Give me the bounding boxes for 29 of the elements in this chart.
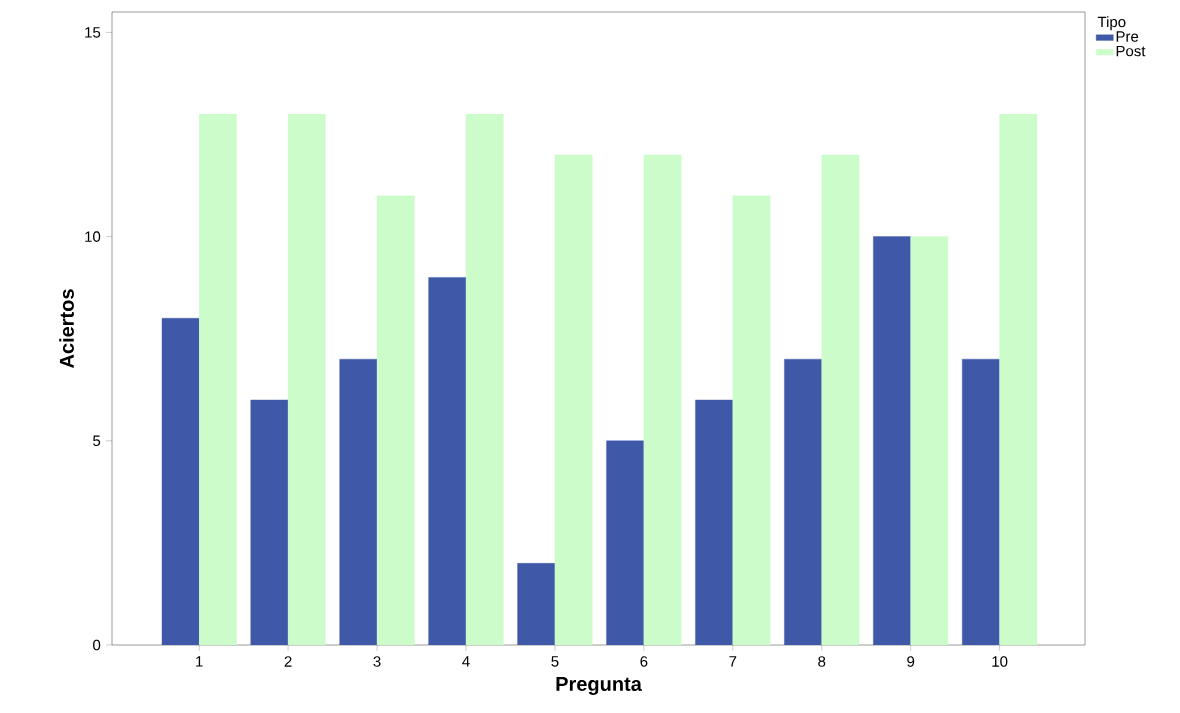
x-tick-label: 10 <box>992 656 1008 667</box>
bar <box>198 113 237 645</box>
x-tick-label: 3 <box>373 656 381 667</box>
x-tick-label: 6 <box>640 656 648 667</box>
x-tick-label: 5 <box>551 656 559 667</box>
x-tick-label: 4 <box>462 656 470 667</box>
y-tick-label: 0 <box>93 639 101 651</box>
bar <box>554 154 593 645</box>
x-axis-title: Pregunta <box>556 677 642 696</box>
x-tick-label: 2 <box>284 656 292 667</box>
bar <box>287 113 326 645</box>
bar <box>643 154 682 645</box>
bar <box>821 154 860 645</box>
legend-title: Tipo <box>1097 16 1126 31</box>
bar <box>999 113 1038 645</box>
bar <box>465 113 504 645</box>
y-axis-title: Aciertos <box>59 289 74 369</box>
x-tick-label: 7 <box>729 656 737 667</box>
y-tick-label: 15 <box>85 27 101 38</box>
bar <box>910 236 949 645</box>
y-tick-label: 5 <box>93 435 101 447</box>
x-tick-label: 1 <box>196 656 203 667</box>
legend-label: Pre <box>1116 31 1139 42</box>
bar <box>376 195 415 645</box>
x-tick-label: 8 <box>818 656 826 667</box>
legend-label: Post <box>1116 45 1146 57</box>
y-tick-label: 10 <box>85 231 101 242</box>
x-tick-label: 9 <box>907 656 915 667</box>
bar <box>732 195 771 645</box>
